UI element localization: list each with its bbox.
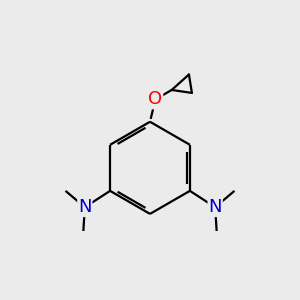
Text: O: O bbox=[148, 91, 162, 109]
Text: N: N bbox=[208, 198, 222, 216]
Text: N: N bbox=[78, 198, 92, 216]
